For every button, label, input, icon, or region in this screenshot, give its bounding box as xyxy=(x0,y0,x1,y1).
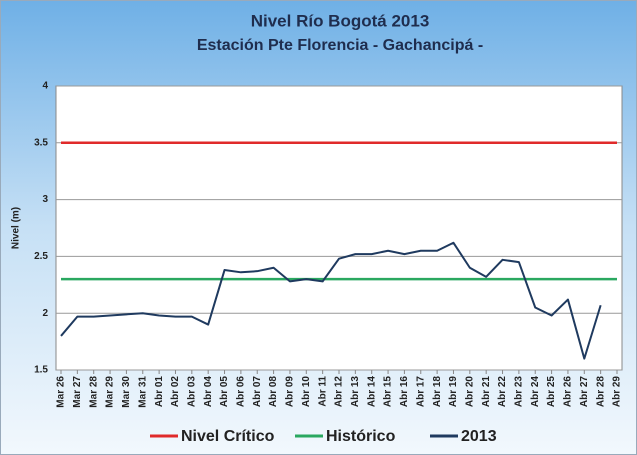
legend-label: Histórico xyxy=(326,428,396,445)
x-tick-label: Abr 10 xyxy=(301,376,312,408)
chart-title: Nivel Río Bogotá 2013 xyxy=(251,11,430,30)
x-tick-label: Abr 08 xyxy=(268,376,279,408)
x-tick-label: Abr 14 xyxy=(366,376,377,408)
x-tick-label: Abr 11 xyxy=(317,376,328,407)
x-tick-label: Abr 20 xyxy=(464,376,475,408)
x-tick-label: Mar 31 xyxy=(137,376,148,408)
x-tick-label: Mar 29 xyxy=(105,376,116,408)
x-tick-label: Abr 12 xyxy=(334,376,345,408)
x-tick-label: Mar 27 xyxy=(72,376,83,408)
x-tick-label: Abr 03 xyxy=(186,376,197,408)
chart-subtitle: Estación Pte Florencia - Gachancipá - xyxy=(197,37,483,54)
x-tick-label: Abr 17 xyxy=(415,376,426,408)
x-tick-label: Abr 18 xyxy=(432,376,443,408)
x-tick-label: Abr 15 xyxy=(383,376,394,408)
x-tick-label: Abr 04 xyxy=(203,376,214,408)
x-tick-label: Abr 25 xyxy=(546,376,557,408)
x-tick-label: Abr 01 xyxy=(154,376,165,408)
x-tick-label: Abr 22 xyxy=(497,376,508,408)
y-tick-label: 3.5 xyxy=(34,137,48,148)
y-axis-label: Nivel (m) xyxy=(11,207,22,249)
y-tick-label: 2 xyxy=(42,308,48,319)
x-tick-label: Abr 05 xyxy=(219,376,230,408)
x-tick-label: Mar 26 xyxy=(56,376,67,408)
x-tick-label: Abr 07 xyxy=(252,376,263,408)
plot-area xyxy=(55,85,623,371)
x-tick-label: Abr 29 xyxy=(612,376,623,408)
y-tick-label: 2.5 xyxy=(34,251,48,262)
x-tick-label: Abr 21 xyxy=(481,376,492,408)
x-tick-label: Abr 19 xyxy=(448,376,459,408)
x-tick-label: Abr 16 xyxy=(399,376,410,408)
x-tick-label: Mar 28 xyxy=(88,376,99,408)
x-tick-label: Abr 28 xyxy=(595,376,606,408)
x-tick-label: Abr 02 xyxy=(170,376,181,408)
x-tick-label: Abr 24 xyxy=(530,376,541,408)
y-tick-label: 1.5 xyxy=(34,365,48,376)
x-tick-label: Abr 13 xyxy=(350,376,361,408)
x-tick-label: Abr 09 xyxy=(285,376,296,408)
x-tick-label: Mar 30 xyxy=(121,376,132,408)
legend-label: 2013 xyxy=(461,428,497,445)
y-tick-label: 4 xyxy=(42,81,48,92)
x-tick-label: Abr 06 xyxy=(236,376,247,408)
series-line xyxy=(60,241,602,360)
x-tick-label: Abr 23 xyxy=(514,376,525,408)
x-tick-label: Abr 27 xyxy=(579,376,590,408)
x-tick-label: Abr 26 xyxy=(563,376,574,408)
legend-label: Nivel Crítico xyxy=(181,428,275,445)
y-tick-label: 3 xyxy=(42,194,48,205)
